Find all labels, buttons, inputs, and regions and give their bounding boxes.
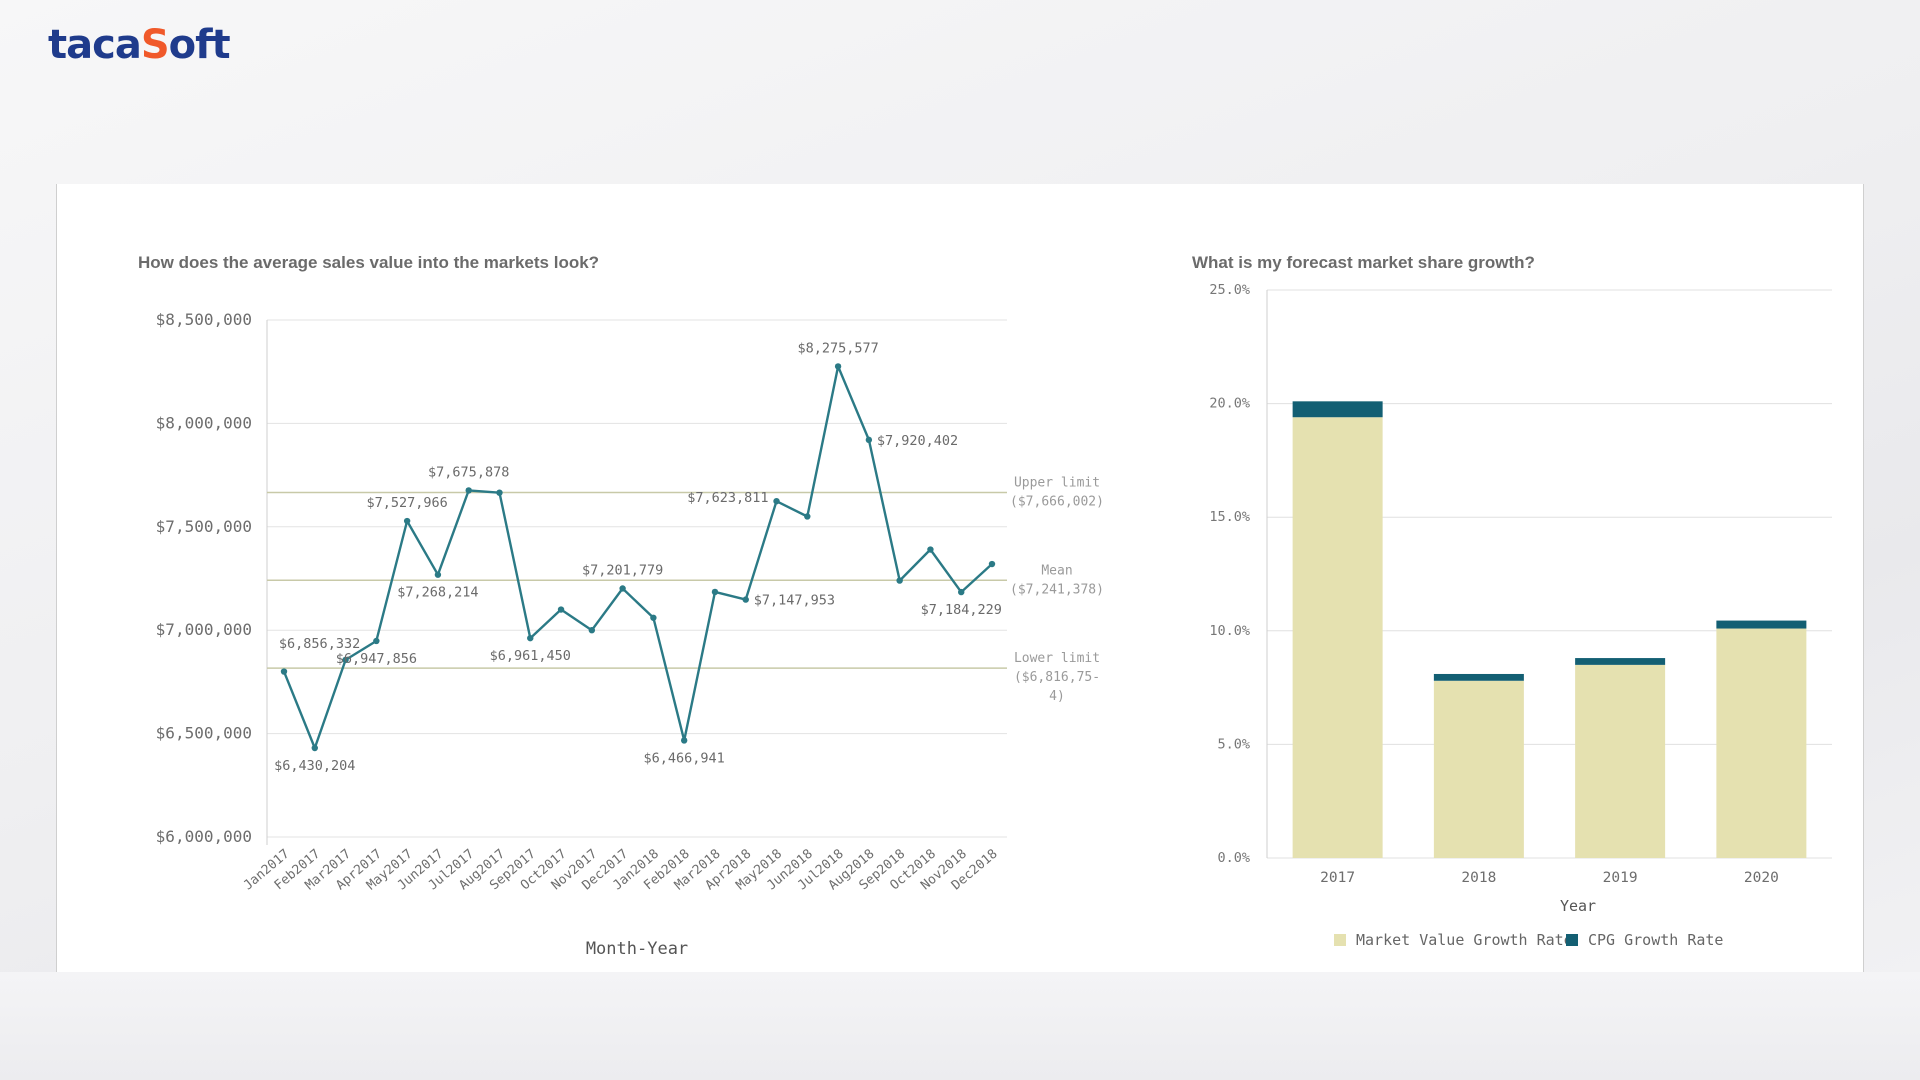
data-point: [619, 585, 626, 592]
bar-cpg: [1292, 401, 1383, 418]
data-label: $7,147,953: [754, 593, 835, 609]
data-point: [834, 363, 842, 370]
data-label: $6,466,941: [644, 750, 725, 766]
data-label: $6,947,856: [336, 651, 417, 667]
y-tick-label: $8,000,000: [156, 413, 252, 432]
y-tick-label: $7,000,000: [156, 620, 252, 639]
data-label: $7,623,811: [687, 490, 768, 506]
data-point: [804, 513, 811, 520]
data-point: [527, 634, 534, 642]
x-tick-label: 2017: [1320, 870, 1355, 886]
reference-line-label: ($7,241,378): [1010, 582, 1104, 597]
reference-line-label: Mean: [1041, 563, 1072, 578]
y-tick-label: 10.0%: [1209, 623, 1250, 639]
bar-market-value: [1575, 664, 1666, 858]
reference-line-label: ($6,816,75-: [1014, 670, 1100, 685]
data-point: [557, 606, 565, 613]
bar-chart: 0.0% 5.0% 10.0% 15.0% 20.0% 25.0% 2017 2018 2019…: [1209, 282, 1832, 949]
data-label: $7,527,966: [366, 495, 447, 511]
bar-cpg: [1433, 673, 1524, 681]
reference-line-label: Lower limit: [1014, 651, 1100, 666]
data-point: [280, 668, 288, 675]
data-label: $6,856,332: [279, 636, 360, 652]
data-point: [711, 588, 719, 596]
x-tick-label: 2019: [1603, 870, 1638, 886]
data-point: [496, 489, 503, 496]
x-tick-label: 2018: [1461, 870, 1496, 886]
data-label: $8,275,577: [797, 340, 878, 356]
footer-background: [0, 972, 1920, 1080]
legend-swatch: [1334, 934, 1346, 946]
data-label: $6,961,450: [490, 648, 571, 664]
data-point: [311, 744, 318, 752]
data-point: [680, 737, 688, 744]
data-label: $7,920,402: [877, 433, 958, 449]
dashboard-panel: How does the average sales value into th…: [56, 184, 1864, 972]
x-tick-label: 2020: [1744, 870, 1779, 886]
data-point: [988, 560, 996, 568]
reference-line-label: ($7,666,002): [1010, 494, 1104, 509]
data-point: [865, 436, 873, 444]
data-point: [958, 588, 965, 596]
bar-cpg: [1716, 620, 1807, 629]
data-point: [465, 487, 472, 494]
data-point: [434, 571, 442, 578]
y-tick-label: $6,500,000: [156, 724, 252, 743]
y-tick-label: $7,500,000: [156, 517, 252, 536]
legend-swatch: [1566, 934, 1578, 946]
legend-label: Market Value Growth Rate: [1356, 931, 1573, 949]
data-point: [927, 546, 934, 553]
data-label: $7,675,878: [428, 464, 509, 480]
data-point: [588, 627, 596, 634]
y-tick-label: 5.0%: [1217, 736, 1250, 752]
gear-o-icon: S: [140, 22, 170, 68]
y-tick-label: 15.0%: [1209, 509, 1250, 525]
sales-line: [282, 365, 993, 750]
bar-market-value: [1716, 628, 1807, 858]
data-label: $7,268,214: [397, 585, 478, 601]
x-axis-label: Year: [1560, 897, 1596, 915]
y-tick-label: $6,000,000: [156, 827, 252, 846]
reference-line-label: 4): [1049, 689, 1065, 704]
legend-label: CPG Growth Rate: [1588, 931, 1723, 949]
bar-cpg: [1575, 658, 1666, 665]
y-tick-label: 0.0%: [1217, 850, 1250, 866]
x-axis-label: Month-Year: [586, 939, 688, 959]
bar-chart-title: What is my forecast market share growth?: [1192, 253, 1535, 272]
data-point: [742, 596, 749, 603]
data-point: [650, 614, 657, 621]
y-tick-label: $8,500,000: [156, 310, 252, 329]
data-point: [373, 637, 380, 645]
data-label: $6,430,204: [274, 758, 355, 774]
data-label: $7,201,779: [582, 562, 663, 578]
tacasoft-logo: tacaSoft: [48, 22, 231, 68]
reference-line-label: Upper limit: [1014, 475, 1100, 490]
data-point: [773, 497, 780, 505]
y-tick-label: 25.0%: [1209, 282, 1250, 298]
line-chart-title: How does the average sales value into th…: [138, 253, 600, 272]
data-point: [896, 577, 903, 584]
bar-market-value: [1292, 417, 1383, 858]
line-chart: $6,000,000 $6,500,000 $7,000,000 $7,500,000…: [156, 310, 1104, 959]
bar-market-value: [1433, 680, 1524, 858]
y-tick-label: 20.0%: [1209, 396, 1250, 412]
data-label: $7,184,229: [921, 602, 1002, 618]
data-point: [403, 517, 411, 525]
data-point: [342, 656, 349, 664]
